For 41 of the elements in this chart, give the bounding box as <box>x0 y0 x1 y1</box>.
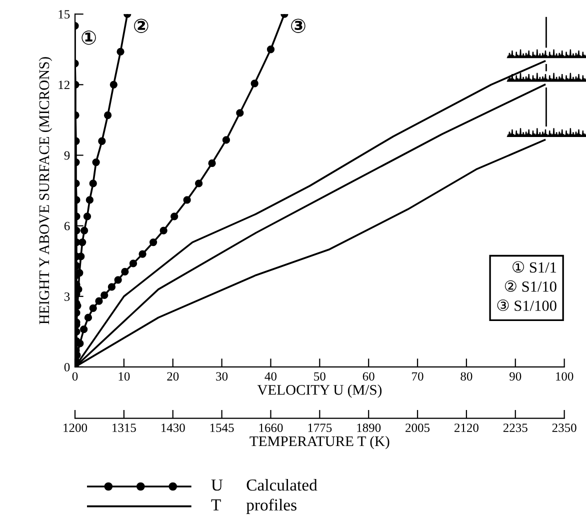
x2-tick-label: 1315 <box>112 424 136 432</box>
x2-tick-label: 1200 <box>64 424 88 432</box>
text: U <box>211 480 223 491</box>
x-tick-label: 90 <box>510 372 522 381</box>
y-tick-label: 12 <box>58 80 70 90</box>
x2-tick-label: 1430 <box>161 424 185 432</box>
x2-tick-label: 1890 <box>357 424 381 432</box>
x2-tick-label: 2350 <box>552 424 576 432</box>
x2-tick-label: 2005 <box>406 424 430 432</box>
x-tick-label: 10 <box>118 372 130 381</box>
y-tick-label: 3 <box>64 292 70 301</box>
y-axis-title: HEIGHT Y ABOVE SURFACE (MICRONS) <box>38 57 52 324</box>
text: profiles <box>246 498 296 514</box>
x2-axis-title: TEMPERATURE T (K) <box>250 436 390 450</box>
y-tick-label: 15 <box>58 10 70 19</box>
x-tick-label: 0 <box>72 372 78 381</box>
x2-tick-label: 2235 <box>503 424 528 432</box>
x-tick-label: 60 <box>362 372 374 381</box>
x2-tick-label: 1660 <box>259 424 283 432</box>
x-axis-title: VELOCITY U (M/S) <box>257 384 382 398</box>
annotation: ① S1/1 <box>512 261 556 273</box>
x-tick-label: 40 <box>264 372 277 381</box>
x-tick-label: 80 <box>460 372 472 381</box>
y-tick-label: 6 <box>64 222 70 230</box>
annotation: ③ S1/100 <box>497 300 556 311</box>
series-label: ③ <box>291 18 306 33</box>
series-label: ① <box>82 30 96 45</box>
text: T <box>211 499 221 510</box>
x2-tick-label: 1775 <box>308 424 332 432</box>
text: Calculated <box>246 478 318 491</box>
x-tick-label: 70 <box>412 372 424 381</box>
x2-tick-label: 2120 <box>454 424 478 432</box>
x-tick-label: 20 <box>167 372 179 381</box>
y-tick-label: 0 <box>64 362 70 372</box>
x-tick-label: 30 <box>216 372 228 381</box>
x2-tick-label: 1545 <box>210 424 234 432</box>
series-label: ② <box>134 18 148 33</box>
x-tick-label: 100 <box>556 372 574 381</box>
x-tick-label: 50 <box>314 372 326 381</box>
annotation: ② S1/10 <box>504 280 556 292</box>
y-tick-label: 9 <box>64 151 70 160</box>
